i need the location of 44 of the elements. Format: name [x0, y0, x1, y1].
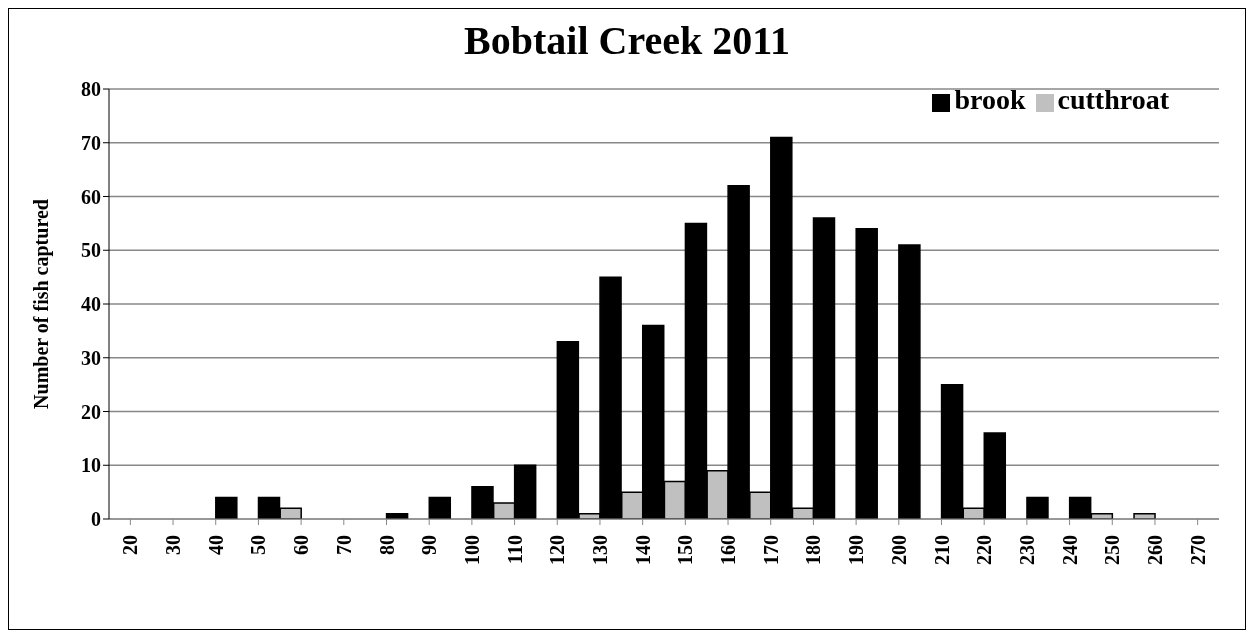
y-tick-label: 0 [91, 508, 101, 531]
x-tick-label: 100 [460, 535, 483, 565]
bar [1026, 496, 1049, 519]
y-tick-label: 60 [81, 185, 101, 208]
x-tick-label: 140 [631, 535, 654, 565]
y-tick-label: 70 [81, 131, 101, 154]
x-tick-label: 20 [119, 535, 142, 555]
x-tick-label: 80 [375, 535, 398, 555]
y-tick-label: 20 [81, 400, 101, 423]
y-axis-title: Number of fish captured [30, 199, 54, 409]
x-tick-label: 230 [1015, 535, 1038, 565]
x-tick-label: 40 [204, 535, 227, 555]
bar [898, 244, 921, 519]
x-tick-label: 50 [247, 535, 270, 555]
x-tick-label: 120 [546, 535, 569, 565]
x-tick-label: 30 [162, 535, 185, 555]
legend-label: brook [954, 84, 1026, 115]
y-tick-label: 40 [81, 293, 101, 316]
x-tick-label: 110 [503, 535, 526, 564]
x-tick-label: 220 [973, 535, 996, 565]
bar [215, 496, 238, 519]
y-tick-label: 10 [81, 454, 101, 477]
legend-label: cutthroat [1057, 84, 1169, 115]
x-tick-label: 150 [674, 535, 697, 565]
x-tick-label: 260 [1143, 535, 1166, 565]
y-tick-label: 80 [81, 78, 101, 101]
x-tick-label: 70 [332, 535, 355, 555]
x-tick-label: 180 [802, 535, 825, 565]
x-tick-label: 200 [887, 535, 910, 565]
x-tick-label: 190 [845, 535, 868, 565]
x-tick-label: 130 [588, 535, 611, 565]
x-tick-label: 90 [418, 535, 441, 555]
x-tick-label: 270 [1186, 535, 1209, 565]
x-tick-label: 210 [930, 535, 953, 565]
x-tick-label: 160 [717, 535, 740, 565]
x-tick-label: 170 [759, 535, 782, 565]
x-tick-label: 240 [1058, 535, 1081, 565]
y-tick-label: 50 [81, 239, 101, 262]
bar [855, 228, 878, 519]
x-tick-label: 60 [290, 535, 313, 555]
y-tick-label: 30 [81, 346, 101, 369]
chart-title: Bobtail Creek 2011 [463, 17, 791, 64]
bar [428, 496, 452, 519]
x-tick-label: 250 [1101, 535, 1124, 565]
